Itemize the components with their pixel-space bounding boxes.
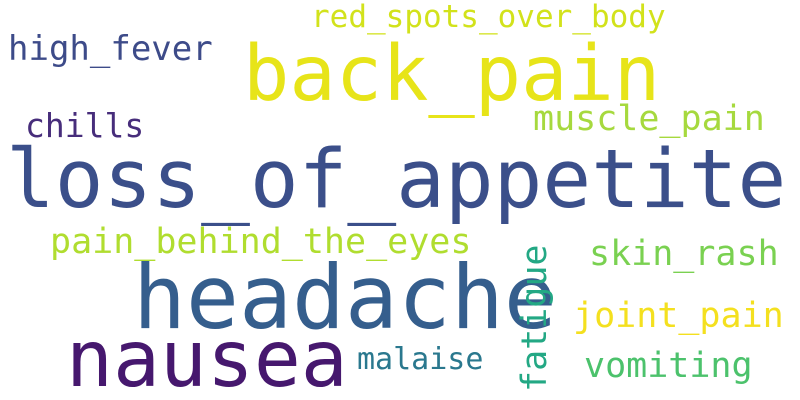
word-high-fever: high_fever: [8, 29, 213, 69]
word-loss-of-appetite: loss_of_appetite: [6, 133, 787, 227]
word-muscle-pain: muscle_pain: [533, 99, 765, 139]
word-vomiting: vomiting: [584, 346, 753, 386]
word-nausea: nausea: [66, 315, 348, 400]
word-headache: headache: [133, 246, 557, 349]
word-joint-pain: joint_pain: [573, 296, 784, 336]
word-pain-behind-the-eyes: pain_behind_the_eyes: [50, 222, 472, 262]
word-chills: chills: [25, 106, 145, 145]
word-skin-rash: skin_rash: [589, 234, 779, 274]
word-back-pain: back_pain: [243, 30, 661, 119]
word-red-spots-over-body: red_spots_over_body: [311, 0, 666, 35]
word-malaise: malaise: [357, 342, 484, 377]
word-fatigue: fatigue: [515, 244, 555, 392]
